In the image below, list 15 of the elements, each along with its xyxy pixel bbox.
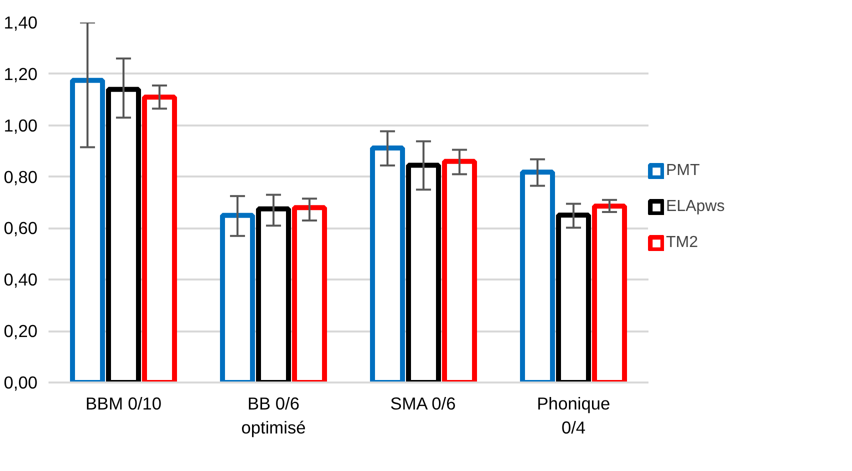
- x-tick-label: BBM 0/10: [85, 394, 162, 414]
- y-tick-label: 0,40: [4, 270, 38, 290]
- legend-label: ELApws: [666, 198, 725, 216]
- y-tick-label: 1,40: [4, 12, 38, 32]
- x-tick-label: BB 0/6 optimisé: [241, 394, 306, 438]
- legend-label: TM2: [666, 234, 698, 252]
- y-tick-label: 1,20: [4, 64, 38, 84]
- y-tick-label: 0,00: [4, 372, 38, 392]
- x-tick-label: Phonique 0/4: [536, 394, 610, 438]
- y-tick-label: 1,00: [4, 115, 38, 136]
- legend-label: PMT: [666, 162, 700, 180]
- x-tick-label: SMA 0/6: [390, 394, 456, 414]
- y-tick-label: 0,60: [4, 218, 38, 238]
- y-tick-label: 0,20: [4, 321, 38, 342]
- y-tick-label: 0,80: [4, 166, 38, 187]
